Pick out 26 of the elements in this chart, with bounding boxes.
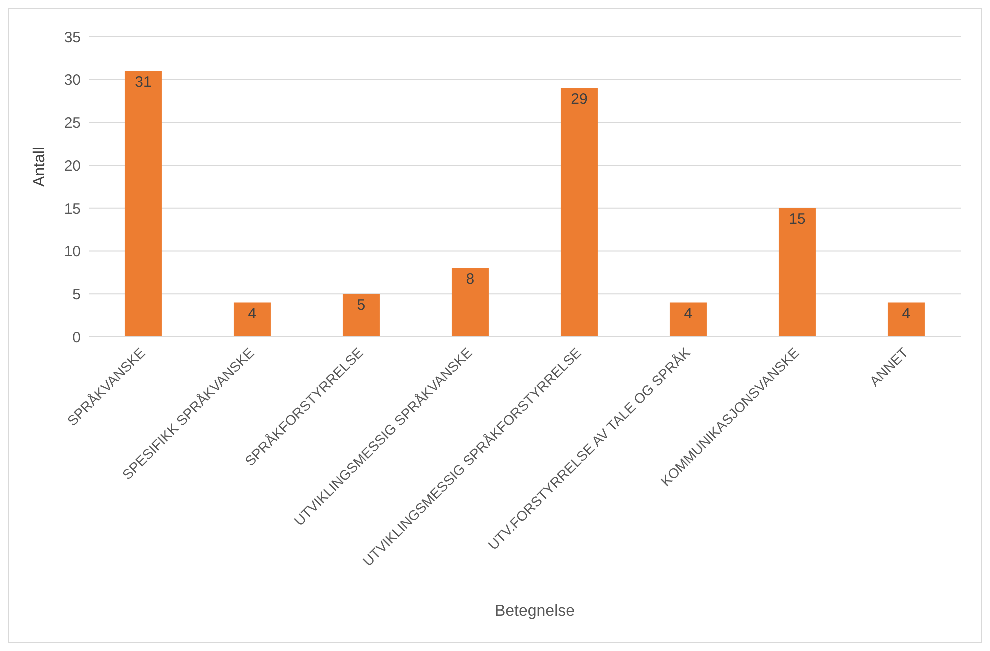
- bar: [452, 268, 489, 337]
- bar: [124, 71, 162, 337]
- data-label: 4: [248, 305, 257, 322]
- data-label: 4: [684, 305, 693, 322]
- y-axis-title: Antall: [32, 146, 49, 187]
- y-tick-label: 10: [64, 244, 81, 261]
- data-label: 31: [135, 74, 152, 91]
- y-tick-label: 5: [72, 286, 81, 304]
- data-label: 4: [902, 305, 911, 322]
- y-tick-label: 35: [64, 29, 81, 46]
- data-label: 29: [571, 91, 588, 108]
- bar: [670, 302, 707, 337]
- bar: [888, 302, 925, 337]
- data-label: 15: [789, 211, 806, 228]
- y-tick-label: 0: [72, 329, 81, 346]
- bar: [560, 88, 598, 337]
- bar: [342, 294, 380, 337]
- x-axis-title: Betegnelse: [494, 603, 576, 621]
- y-tick-label: 20: [64, 158, 81, 175]
- data-label: 8: [466, 271, 475, 288]
- data-label: 5: [357, 296, 366, 314]
- y-tick-label: 15: [64, 200, 81, 218]
- bar: [778, 208, 816, 337]
- y-tick-label: 25: [64, 115, 81, 132]
- bar: [234, 302, 271, 337]
- y-tick-label: 30: [64, 72, 81, 90]
